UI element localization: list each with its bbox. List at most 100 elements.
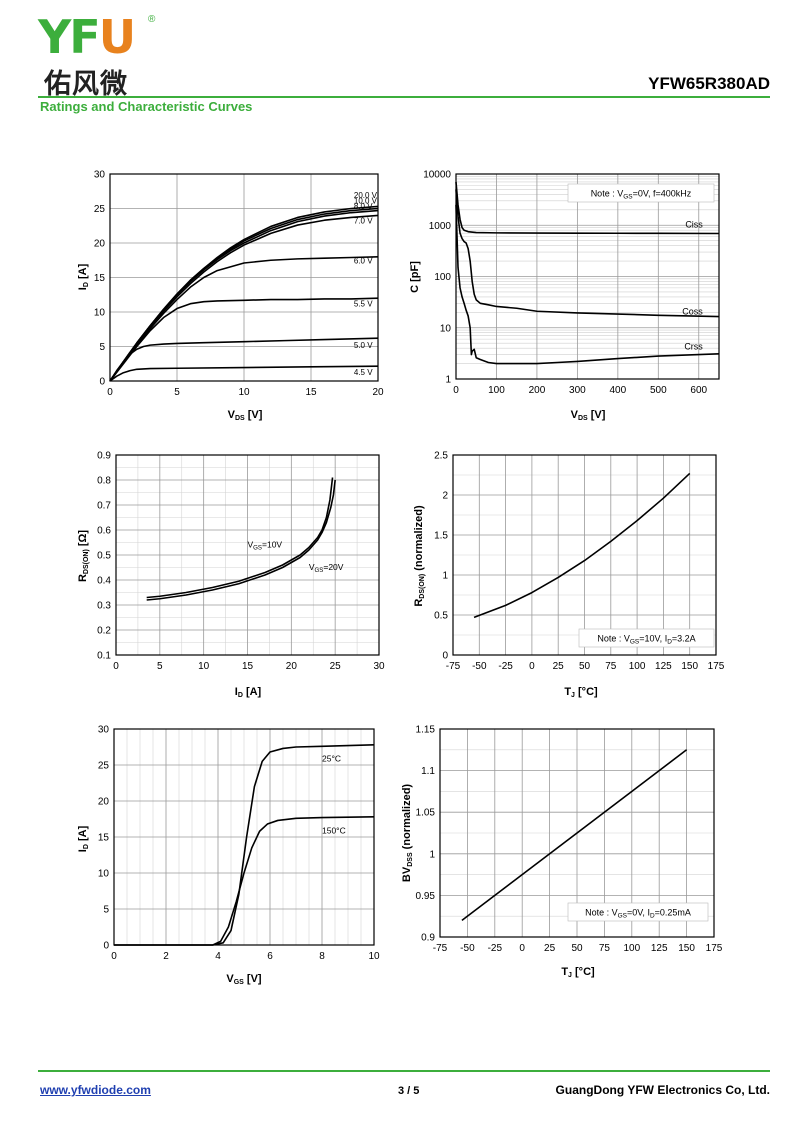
x-tick-label: 500	[650, 385, 667, 396]
y-tick-label: 0.5	[434, 611, 448, 622]
x-tick-label: 100	[623, 943, 640, 954]
y-tick-label: 30	[98, 725, 110, 736]
x-tick-label: 10	[368, 951, 380, 962]
y-tick-label: 10	[98, 869, 110, 880]
x-tick-label: -25	[498, 661, 513, 672]
x-axis-label: VGS [V]	[226, 973, 262, 986]
x-tick-label: 75	[605, 661, 617, 672]
x-tick-label: 0	[529, 661, 535, 672]
header-divider	[38, 96, 770, 98]
x-axis-label: TJ [°C]	[561, 966, 595, 979]
x-tick-label: 125	[651, 943, 668, 954]
y-tick-label: 0.6	[97, 526, 111, 537]
chart-output-characteristics: 0 5 10 15 20 0 5 10 15 20 25 30 20.0 V10.0 V8.0 V 7.0…	[77, 170, 384, 423]
series-label: 5.5 V	[354, 299, 373, 308]
chart-note: Note : VGS=0V, f=400kHz	[591, 189, 692, 201]
series-label: Coss	[682, 307, 703, 317]
y-axis-label: C [pF]	[409, 261, 421, 293]
y-tick-label: 20	[94, 239, 106, 250]
x-tick-label: 15	[242, 661, 254, 672]
y-tick-label: 25	[94, 204, 106, 215]
note-box	[567, 902, 709, 922]
x-tick-label: 30	[373, 661, 385, 672]
series-label: 6.0 V	[354, 257, 373, 266]
y-tick-label: 1.1	[421, 766, 435, 777]
x-tick-label: -75	[433, 943, 448, 954]
series-line	[455, 189, 720, 318]
plot-frame	[113, 728, 375, 946]
y-tick-label: 15	[94, 273, 106, 284]
y-tick-label: 2.5	[434, 451, 448, 462]
x-tick-label: 10	[198, 661, 210, 672]
x-tick-label: 600	[690, 385, 707, 396]
plot-frame	[452, 454, 717, 656]
plot-frame	[455, 173, 720, 380]
y-tick-label: 1000	[429, 221, 452, 232]
y-tick-label: 1.05	[416, 808, 436, 819]
chart-rdson-vs-temperature: -75 -50 -25 0 25 50 75 100 125 150 175 0 0.5 1 1.5 2 2.5…	[413, 451, 725, 700]
x-tick-label: 400	[610, 385, 627, 396]
y-axis-label: RDS(ON) (normalized)	[413, 505, 426, 607]
series-label: 8.0 V	[354, 202, 373, 211]
y-tick-label: 1	[429, 849, 435, 860]
x-tick-label: 4	[215, 951, 221, 962]
x-tick-label: -50	[472, 661, 487, 672]
y-axis-label: BVDSS (normalized)	[401, 784, 414, 882]
series-line	[473, 472, 691, 619]
x-tick-label: 0	[519, 943, 525, 954]
section-title: Ratings and Characteristic Curves	[40, 99, 253, 114]
series-label: 10.0 V	[354, 197, 378, 206]
x-tick-label: 0	[111, 951, 117, 962]
x-tick-label: 150	[681, 661, 698, 672]
registered-mark: ®	[148, 14, 156, 25]
y-tick-label: 0.3	[97, 601, 111, 612]
y-tick-label: 2	[442, 491, 448, 502]
y-tick-label: 0.2	[97, 626, 111, 637]
chart-bvdss-vs-temperature: -75 -50 -25 0 25 50 75 100 125 150 175 0.9 0.95 1 1.05…	[401, 725, 723, 980]
series-line	[114, 744, 375, 946]
y-tick-label: 30	[94, 170, 106, 181]
series-label: VGS=20V	[309, 562, 344, 574]
x-tick-label: 0	[113, 661, 119, 672]
y-tick-label: 25	[98, 761, 110, 772]
logo-wordmark: YFU	[38, 14, 136, 60]
plot-frame	[439, 728, 715, 938]
y-tick-label: 0	[442, 651, 448, 662]
logo-letters-yf: YF	[38, 10, 101, 64]
x-tick-label: 6	[267, 951, 273, 962]
part-number: YFW65R380AD	[648, 74, 770, 93]
y-tick-label: 0.5	[97, 551, 111, 562]
x-tick-label: 20	[372, 387, 384, 398]
y-tick-label: 20	[98, 797, 110, 808]
plot-area: -75 -50 -25 0 25 50 75 100 125 150 175 0 0.5 1 1.5 2 2.5…	[434, 451, 725, 673]
x-tick-label: 50	[571, 943, 583, 954]
series-line	[455, 181, 720, 235]
y-tick-label: 0.8	[97, 476, 111, 487]
chart-transfer-characteristics: 0 2 4 6 8 10 0 5 10 15 20 25 30 25°C 150°C VGS [V] ID …	[77, 725, 380, 987]
x-tick-label: 100	[488, 385, 505, 396]
x-tick-label: 25	[330, 661, 342, 672]
x-tick-label: 125	[655, 661, 672, 672]
y-tick-label: 5	[103, 905, 109, 916]
y-tick-label: 10	[440, 323, 452, 334]
note-box	[567, 183, 715, 203]
y-tick-label: 15	[98, 833, 110, 844]
x-tick-label: 0	[453, 385, 459, 396]
x-tick-label: 175	[706, 943, 723, 954]
y-tick-label: 1	[445, 375, 451, 386]
page-number: 3 / 5	[398, 1085, 420, 1097]
series-line	[146, 479, 336, 601]
series-line	[114, 816, 375, 946]
series-label: Crss	[684, 341, 703, 351]
x-axis-label: VDS [V]	[228, 409, 263, 422]
x-tick-label: 2	[163, 951, 169, 962]
logo-chinese-name: 佑风微	[44, 69, 128, 100]
website-link[interactable]: www.yfwdiode.com	[40, 1083, 151, 1097]
logo-letter-u: U	[98, 10, 136, 64]
x-tick-label: 8	[319, 951, 325, 962]
y-tick-label: 0.9	[97, 451, 111, 462]
x-tick-label: 75	[599, 943, 611, 954]
y-tick-label: 0	[103, 941, 109, 952]
x-tick-label: 10	[238, 387, 250, 398]
x-tick-label: 15	[305, 387, 317, 398]
